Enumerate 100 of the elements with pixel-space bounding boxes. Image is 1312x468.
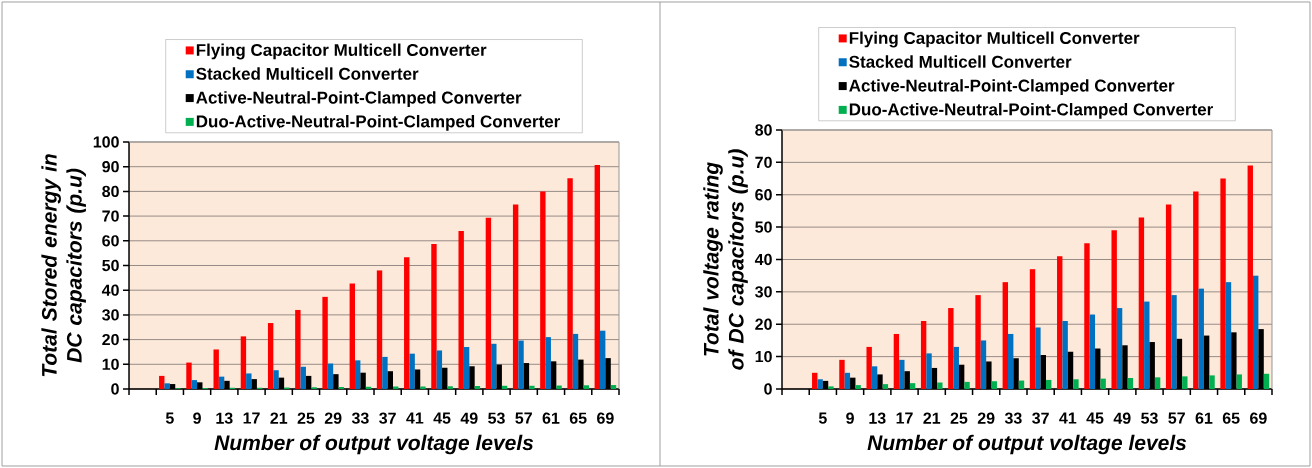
bar: [1127, 377, 1134, 389]
bar: [1144, 301, 1150, 389]
bar: [600, 330, 606, 389]
bar: [556, 385, 562, 389]
bar: [610, 385, 617, 389]
bar: [1073, 379, 1079, 389]
bar: [817, 379, 823, 389]
bar: [1100, 378, 1106, 389]
legend-label: Active-Neutral-Point-Clamped Converter: [849, 79, 1175, 96]
bar: [1193, 191, 1199, 389]
bar: [1046, 379, 1052, 389]
bar: [213, 349, 219, 389]
x-tick-label: 65: [1222, 412, 1240, 424]
bar: [871, 366, 878, 389]
bar: [518, 340, 524, 389]
bar: [1138, 217, 1145, 389]
bar: [447, 386, 453, 389]
bar: [1220, 178, 1226, 389]
y-tick-label: 90: [102, 161, 119, 173]
x-tick-label: 61: [542, 412, 560, 424]
x-tick-label: 13: [869, 412, 886, 424]
bar: [322, 296, 328, 389]
bar: [164, 383, 170, 389]
bar: [926, 353, 932, 389]
bar: [1029, 269, 1036, 389]
y-tick-label: 100: [93, 136, 119, 148]
x-tick-label: 21: [270, 412, 288, 424]
x-tick-label: 9: [846, 412, 854, 424]
y-tick-label: 70: [755, 156, 772, 169]
x-tick-label: 45: [433, 412, 451, 424]
x-tick-label: 33: [1004, 412, 1022, 424]
y-axis-title: Total Stored energy in DC capacitors (p.u): [41, 154, 86, 377]
bar: [267, 323, 274, 389]
bar: [409, 353, 415, 389]
bar: [964, 381, 970, 389]
bar: [855, 385, 861, 389]
bar: [594, 164, 600, 389]
bar: [1062, 321, 1068, 389]
x-tick-label: 65: [569, 412, 587, 424]
bar: [159, 375, 165, 389]
bar: [349, 283, 355, 389]
x-tick-label: 13: [216, 412, 233, 424]
bar: [980, 340, 987, 389]
bar: [893, 333, 900, 389]
x-tick-label: 5: [165, 412, 174, 424]
bar: [186, 362, 192, 389]
x-tick-label: 41: [1059, 412, 1077, 424]
x-tick-label: 5: [818, 412, 827, 424]
bar: [1035, 327, 1041, 389]
y-tick-label: 0: [764, 383, 772, 395]
y-tick-label: 80: [102, 185, 119, 198]
x-tick-label: 53: [1141, 412, 1158, 424]
y-tick-label: 10: [102, 358, 119, 370]
x-tick-label: 69: [597, 412, 614, 424]
legend-label: Stacked Multicell Converter: [849, 55, 1072, 68]
x-axis-title: Number of output voltage levels: [867, 434, 1187, 455]
bar: [1057, 256, 1063, 389]
bar: [1084, 243, 1090, 389]
bar: [948, 308, 954, 389]
bar: [545, 337, 551, 389]
legend-label: Stacked Multicell Converter: [196, 67, 419, 80]
bar: [474, 386, 481, 389]
bar: [246, 373, 252, 389]
bar: [1182, 376, 1188, 389]
bar: [463, 347, 470, 389]
bar: [273, 370, 279, 389]
x-tick-label: 37: [379, 412, 396, 424]
bar: [1007, 333, 1014, 389]
bar: [295, 309, 301, 389]
x-tick-label: 17: [896, 412, 913, 424]
bar: [355, 360, 361, 389]
bar: [899, 359, 905, 389]
bar: [404, 257, 410, 389]
bar: [485, 217, 492, 389]
y-tick-label: 20: [755, 318, 772, 330]
bar: [1252, 275, 1259, 389]
x-tick-label: 57: [1168, 412, 1185, 424]
y-tick-label: 50: [102, 259, 119, 272]
bar: [491, 343, 497, 389]
bar: [1089, 314, 1096, 389]
bar: [812, 372, 818, 389]
x-tick-label: 25: [950, 412, 968, 424]
legend-label: Active-Neutral-Point-Clamped Converter: [196, 91, 522, 107]
bar: [839, 359, 845, 389]
x-tick-label: 29: [324, 412, 342, 424]
bar: [540, 191, 546, 389]
x-tick-label: 17: [243, 412, 260, 424]
y-tick-label: 30: [755, 286, 772, 298]
x-tick-label: 49: [460, 412, 478, 424]
bar: [1111, 230, 1117, 389]
bar: [567, 178, 573, 389]
bar: [828, 386, 834, 389]
x-tick-label: 33: [351, 412, 369, 424]
x-tick-label: 29: [977, 412, 995, 424]
legend-label: Duo-Active-Neutral-Point-Clamped Converter: [849, 102, 1213, 119]
x-tick-label: 61: [1195, 412, 1213, 424]
legend-label: Flying Capacitor Multicell Converter: [196, 43, 487, 60]
bar: [458, 230, 464, 389]
bar: [1247, 165, 1253, 389]
bar: [1165, 204, 1172, 389]
